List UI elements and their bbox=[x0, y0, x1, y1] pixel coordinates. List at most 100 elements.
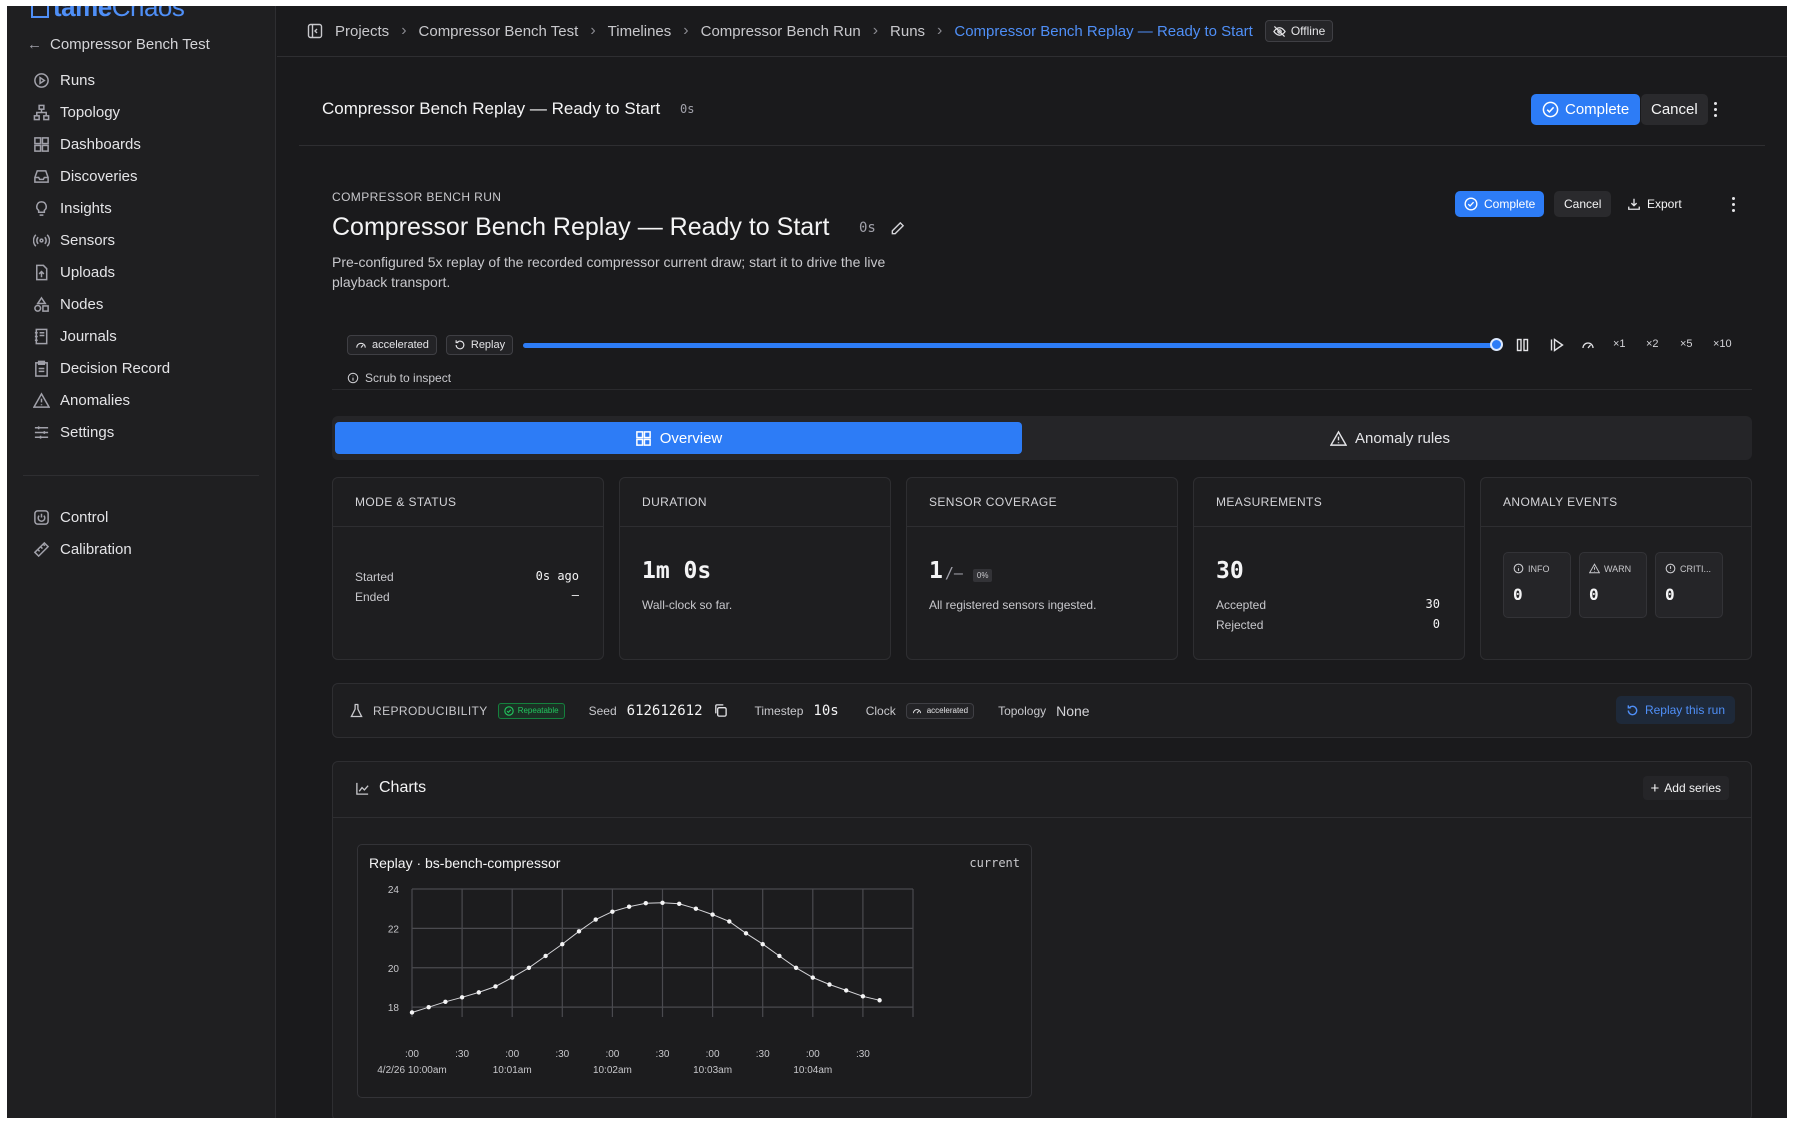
flask-icon bbox=[350, 703, 363, 718]
alert-circle-icon bbox=[1665, 563, 1676, 574]
sidebar-item-settings[interactable]: Settings bbox=[27, 416, 257, 448]
data-point bbox=[459, 995, 465, 1000]
sidebar-item-discoveries[interactable]: Discoveries bbox=[27, 160, 257, 192]
breadcrumb-compressor-bench-run[interactable]: Compressor Bench Run bbox=[700, 22, 861, 40]
sidebar-item-uploads[interactable]: Uploads bbox=[27, 256, 257, 288]
tab-anomaly-rules[interactable]: Anomaly rules bbox=[1035, 422, 1745, 454]
rejected-label: Rejected bbox=[1216, 618, 1264, 632]
breadcrumb-timelines[interactable]: Timelines bbox=[607, 22, 672, 40]
anomaly-info-tile[interactable]: INFO 0 bbox=[1503, 552, 1571, 618]
breadcrumb: Projects › Compressor Bench Test › Timelin… bbox=[307, 14, 1334, 48]
tab-overview[interactable]: Overview bbox=[335, 422, 1022, 454]
coverage-suffix: /— bbox=[944, 564, 963, 582]
x-tick-label: :30 bbox=[856, 1049, 870, 1060]
header-divider bbox=[299, 145, 1765, 146]
pause-icon[interactable] bbox=[1516, 338, 1529, 352]
sidebar-toggle-icon[interactable] bbox=[307, 23, 323, 39]
sidebar-item-dashboards[interactable]: Dashboards bbox=[27, 128, 257, 160]
data-point bbox=[426, 1004, 431, 1010]
coverage-value-row: 1 /— 0% bbox=[929, 558, 993, 584]
run-cancel-button[interactable]: Cancel bbox=[1554, 191, 1612, 217]
replay-this-run-button[interactable]: Replay this run bbox=[1615, 696, 1735, 724]
check-circle-icon bbox=[1464, 197, 1478, 211]
back-link-label: Compressor Bench Test bbox=[50, 36, 210, 53]
breadcrumb-runs[interactable]: Runs bbox=[890, 22, 926, 40]
charts-title: Charts bbox=[379, 779, 427, 796]
run-title: Compressor Bench Replay — Ready to Start bbox=[332, 213, 830, 241]
clipboard-icon bbox=[35, 360, 48, 377]
data-point bbox=[760, 941, 765, 947]
charts-header: Charts bbox=[355, 762, 426, 814]
step-forward-icon[interactable] bbox=[1550, 338, 1564, 352]
sidebar-item-decision-record[interactable]: Decision Record bbox=[27, 352, 257, 384]
data-point bbox=[743, 931, 749, 936]
export-button[interactable]: Export bbox=[1627, 191, 1682, 217]
sidebar: tameChaos ← Compressor Bench Test Runs T… bbox=[7, 6, 276, 1118]
gauge-icon bbox=[356, 342, 366, 348]
x-tick-sublabel: 4/2/26 10:00am bbox=[377, 1065, 447, 1076]
eye-off-icon bbox=[1273, 25, 1286, 37]
edit-pencil-icon[interactable] bbox=[890, 221, 905, 236]
data-point bbox=[526, 965, 532, 970]
back-link[interactable]: ← Compressor Bench Test bbox=[27, 36, 210, 53]
x-tick-label: :30 bbox=[756, 1049, 770, 1060]
x-tick-label: :00 bbox=[505, 1049, 519, 1060]
sidebar-item-sensors[interactable]: Sensors bbox=[27, 224, 257, 256]
sidebar-item-topology[interactable]: Topology bbox=[27, 96, 257, 128]
data-point bbox=[693, 906, 699, 911]
rotate-ccw-icon bbox=[1627, 704, 1638, 715]
ruler-icon bbox=[33, 541, 50, 557]
data-point bbox=[877, 998, 882, 1003]
anomaly-warn-tile[interactable]: WARN 0 bbox=[1579, 552, 1647, 618]
sidebar-item-journals[interactable]: Journals bbox=[27, 320, 257, 352]
sidebar-item-nodes[interactable]: Nodes bbox=[27, 288, 257, 320]
run-duration: 0s bbox=[859, 220, 876, 236]
sidebar-item-calibration[interactable]: Calibration bbox=[27, 533, 257, 565]
playback-progress-track[interactable] bbox=[523, 343, 1496, 348]
speed-gauge-icon bbox=[1582, 342, 1594, 349]
x-tick-label: :00 bbox=[706, 1049, 720, 1060]
duration-value: 1m 0s bbox=[642, 558, 712, 584]
add-series-button[interactable]: + Add series bbox=[1642, 776, 1729, 800]
coverage-value: 1 bbox=[929, 558, 943, 584]
anomaly-critical-tile[interactable]: CRITI... 0 bbox=[1655, 552, 1723, 618]
breadcrumb-projects[interactable]: Projects bbox=[335, 22, 390, 40]
anomaly-warn-header: WARN bbox=[1589, 563, 1631, 574]
playback-bar: accelerated Replay ×1 ×2 ×5 ×10 bbox=[347, 332, 1747, 358]
data-point bbox=[777, 953, 782, 959]
x-tick-sublabel: 10:01am bbox=[493, 1065, 532, 1076]
sliders-icon bbox=[34, 425, 49, 439]
measurements-value: 30 bbox=[1216, 558, 1244, 584]
sidebar-item-insights[interactable]: Insights bbox=[27, 192, 257, 224]
run-complete-button[interactable]: Complete bbox=[1455, 191, 1545, 217]
run-more-button[interactable] bbox=[1725, 192, 1741, 216]
speed-1x-button[interactable]: ×1 bbox=[1613, 338, 1626, 350]
seed-value: 612612612 bbox=[626, 702, 703, 719]
anomaly-critical-count: 0 bbox=[1665, 585, 1675, 604]
app-logo[interactable]: tameChaos bbox=[31, 6, 185, 23]
copy-icon[interactable] bbox=[713, 703, 728, 718]
sidebar-item-runs[interactable]: Runs bbox=[27, 64, 257, 96]
sidebar-item-anomalies[interactable]: Anomalies bbox=[27, 384, 257, 416]
more-vertical-icon bbox=[1713, 102, 1717, 117]
anomaly-warn-count: 0 bbox=[1589, 585, 1599, 604]
header-cancel-button[interactable]: Cancel bbox=[1641, 94, 1708, 125]
data-point bbox=[476, 990, 481, 995]
line-chart[interactable]: 18 20 22 24:00 4/2/26 10:00am:30:00 10:01am:3… bbox=[358, 845, 1031, 1097]
playback-scrubber-handle[interactable] bbox=[1490, 338, 1503, 351]
speed-10x-button[interactable]: ×10 bbox=[1713, 338, 1732, 350]
speed-5x-button[interactable]: ×5 bbox=[1680, 338, 1693, 350]
breadcrumb-compressor-bench-test[interactable]: Compressor Bench Test bbox=[418, 22, 579, 40]
x-tick-label: :30 bbox=[555, 1049, 569, 1060]
upload-file-icon bbox=[36, 264, 48, 280]
topology-icon bbox=[33, 104, 50, 120]
shapes-icon bbox=[34, 296, 49, 312]
speed-2x-button[interactable]: ×2 bbox=[1646, 338, 1659, 350]
ended-value: — bbox=[571, 588, 579, 602]
lightbulb-icon bbox=[36, 200, 47, 216]
header-complete-button[interactable]: Complete bbox=[1531, 94, 1641, 125]
sidebar-item-control[interactable]: Control bbox=[27, 501, 257, 533]
header-more-button[interactable] bbox=[1705, 94, 1725, 125]
y-tick-label: 18 bbox=[388, 1003, 400, 1014]
data-point bbox=[610, 909, 615, 914]
